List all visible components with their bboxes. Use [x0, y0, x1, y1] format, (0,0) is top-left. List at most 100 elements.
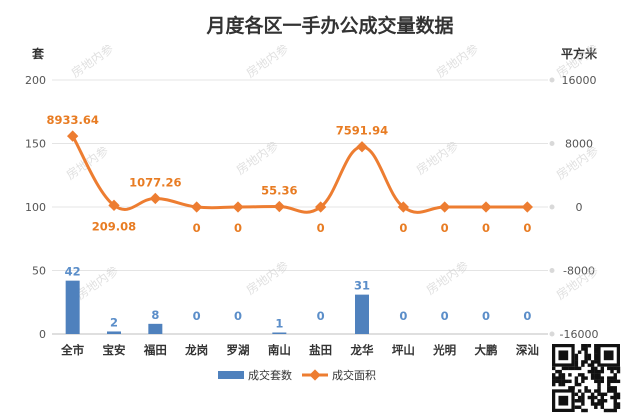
qr-module — [616, 395, 621, 400]
line-point-龙华 — [356, 141, 368, 153]
qr-module — [571, 386, 575, 390]
line-point-光明 — [439, 201, 451, 213]
category-label: 福田 — [143, 343, 167, 357]
line-point-大鹏 — [480, 201, 492, 213]
qr-module — [587, 395, 592, 400]
qr-module — [564, 366, 569, 371]
qr-module — [584, 386, 588, 390]
qr-module — [552, 376, 556, 380]
left-axis: 0 50 100 150 200 — [25, 74, 46, 341]
qr-module — [594, 395, 598, 400]
qr-module — [594, 360, 598, 364]
qr-module — [574, 376, 579, 380]
qr-module — [555, 379, 559, 384]
qr-module — [590, 373, 595, 377]
qr-module — [600, 402, 605, 406]
qr-module — [587, 363, 592, 367]
category-label: 坪山 — [392, 343, 415, 357]
qr-module — [603, 392, 608, 397]
line-point-盐田 — [315, 201, 327, 213]
qr-module — [594, 379, 598, 384]
qr-module — [607, 379, 611, 384]
right-tick-marker — [549, 77, 555, 83]
bar-value-label: 0 — [193, 309, 201, 323]
qr-module — [558, 379, 562, 384]
qr-module — [594, 369, 598, 374]
watermark-text: 房地内参 — [243, 258, 291, 298]
line-value-label: 0 — [317, 221, 325, 235]
category-label: 罗湖 — [227, 343, 250, 357]
qr-module — [590, 360, 595, 364]
qr-module — [584, 376, 588, 380]
bar-value-label: 42 — [65, 265, 81, 279]
qr-module — [594, 376, 598, 380]
category-label: 南山 — [268, 343, 291, 357]
qr-module — [610, 376, 614, 380]
qr-module — [564, 379, 569, 384]
qr-module — [613, 395, 617, 400]
qr-module — [577, 399, 582, 403]
watermark-text: 房地内参 — [68, 41, 116, 81]
qr-module — [597, 382, 601, 387]
qr-module — [607, 382, 611, 387]
qr-module — [590, 392, 595, 397]
qr-module — [561, 366, 566, 371]
qr-module — [581, 363, 585, 367]
right-axis-unit: 平方米 — [561, 46, 598, 61]
qr-module — [613, 389, 617, 393]
bar-value-label: 31 — [354, 279, 370, 293]
line-series: 8933.64 209.08 1077.26 0 0 55.36 0 7591.94 0 0 0 0 — [46, 113, 533, 235]
qr-module — [616, 379, 621, 384]
qr-module — [600, 405, 605, 409]
qr-module — [555, 376, 559, 380]
qr-module — [600, 366, 605, 371]
qr-module — [587, 356, 592, 361]
qr-module — [610, 369, 614, 374]
qr-module — [607, 366, 611, 371]
qr-module — [600, 376, 605, 380]
qr-module — [603, 399, 608, 403]
qr-module — [597, 373, 601, 377]
bar-福田 — [148, 323, 163, 334]
chart-title: 月度各区一手办公成交量数据 — [205, 14, 453, 37]
qr-module — [552, 373, 556, 377]
left-tick-label: 200 — [25, 74, 46, 87]
qr-module — [581, 402, 585, 406]
bar-value-label: 0 — [317, 309, 325, 323]
bar-value-label: 0 — [234, 309, 242, 323]
qr-module — [594, 353, 598, 358]
qr-module — [577, 382, 582, 387]
qr-finder-inner — [558, 395, 569, 406]
qr-module — [610, 389, 614, 393]
qr-module — [594, 389, 598, 393]
bar-value-label: 0 — [399, 309, 407, 323]
qr-module — [574, 366, 579, 371]
qr-module — [574, 379, 579, 384]
qr-module — [587, 369, 592, 374]
qr-module — [613, 392, 617, 397]
legend: 成交套数 成交面积 — [218, 368, 376, 382]
bar-全市 — [65, 280, 80, 334]
qr-module — [574, 405, 579, 409]
qr-module — [600, 399, 605, 403]
qr-module — [594, 373, 598, 377]
qr-module — [610, 408, 614, 413]
qr-module — [603, 408, 608, 413]
qr-module — [587, 353, 592, 358]
qr-module — [610, 379, 614, 384]
line-value-label: 0 — [193, 221, 201, 235]
line-point-全市 — [67, 130, 79, 142]
qr-module — [590, 402, 595, 406]
qr-module — [590, 369, 595, 374]
left-tick-label: 0 — [39, 328, 46, 341]
qr-module — [581, 379, 585, 384]
category-label: 盐田 — [309, 343, 332, 357]
qr-module — [577, 373, 582, 377]
qr-module — [610, 366, 614, 371]
qr-module — [613, 379, 617, 384]
qr-module — [590, 363, 595, 367]
qr-module — [594, 350, 598, 354]
qr-module — [581, 360, 585, 364]
qr-module — [594, 344, 598, 348]
line-value-label: 1077.26 — [129, 175, 181, 189]
